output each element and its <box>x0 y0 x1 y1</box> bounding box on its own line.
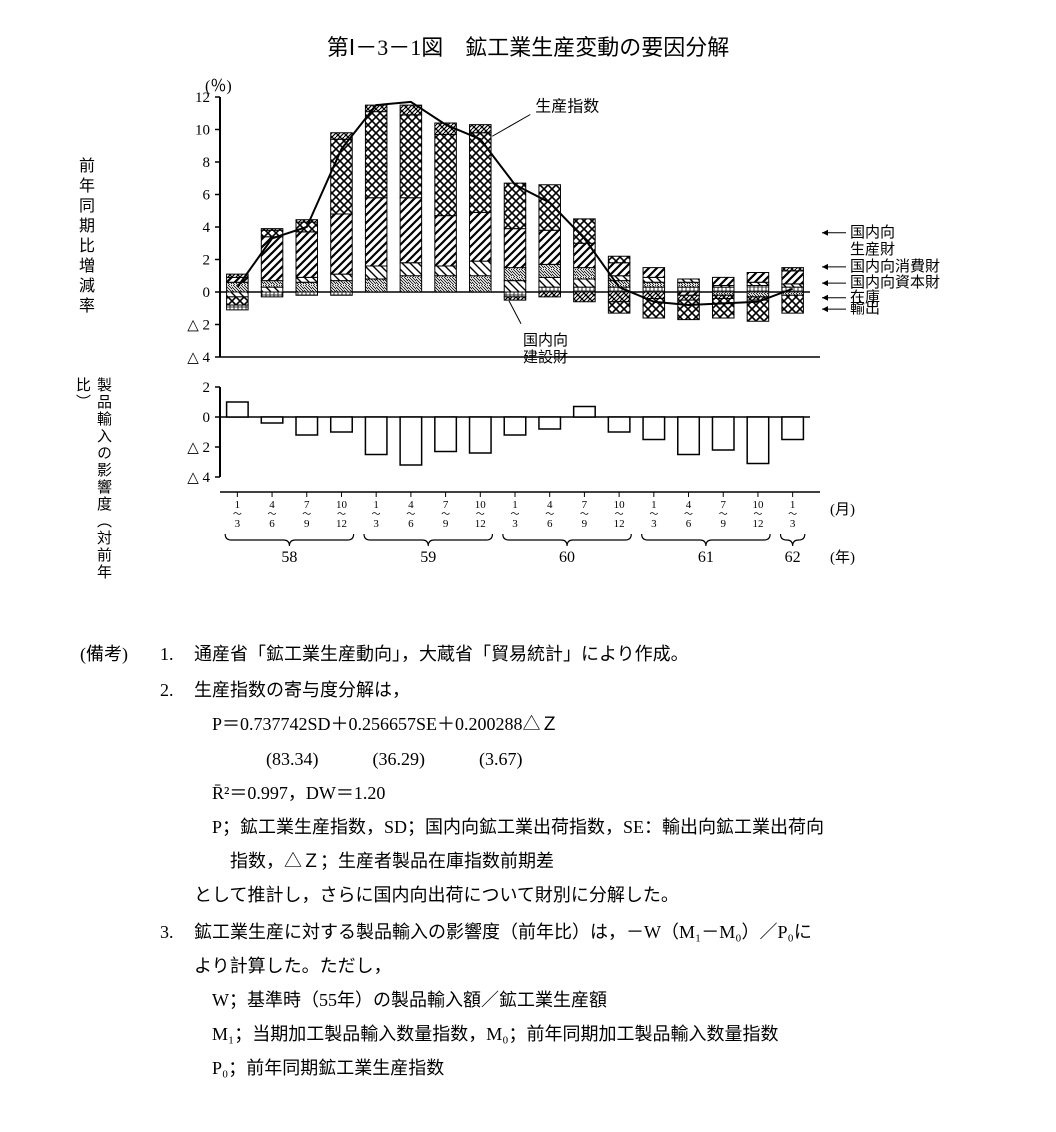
svg-text:(月): (月) <box>830 502 855 518</box>
svg-text:国内向消費財: 国内向消費財 <box>850 258 940 275</box>
svg-text:国内向資本財: 国内向資本財 <box>850 274 940 291</box>
svg-text:(年): (年) <box>830 549 855 566</box>
svg-text:国内向: 国内向 <box>523 332 568 349</box>
svg-text:6: 6 <box>686 518 692 530</box>
note-number: 3. <box>160 915 194 1086</box>
svg-text:6: 6 <box>408 518 414 530</box>
svg-text:4: 4 <box>203 220 211 236</box>
svg-text:9: 9 <box>304 518 310 530</box>
svg-text:3: 3 <box>235 518 241 530</box>
svg-text:9: 9 <box>582 518 588 530</box>
svg-text:0: 0 <box>203 285 211 301</box>
notes-section: (備考) 1.通産省「鉱工業生産動向」，大蔵省「貿易統計」により作成。2.生産指… <box>80 637 976 1087</box>
y-axis-label-main: 前年同期比増減率 <box>72 157 96 317</box>
svg-text:3: 3 <box>512 518 518 530</box>
svg-text:生産財: 生産財 <box>850 241 895 258</box>
svg-text:生産指数: 生産指数 <box>535 98 599 116</box>
svg-text:12: 12 <box>752 518 763 530</box>
svg-text:6: 6 <box>203 188 211 204</box>
note-text: 生産指数の寄与度分解は， P＝0.737742SD＋0.256657SE＋0.2… <box>194 673 976 912</box>
svg-text:10: 10 <box>195 123 210 139</box>
figure-title: 第Ⅰ－3－1図 鉱工業生産変動の要因分解 <box>20 30 1036 62</box>
svg-text:12: 12 <box>475 518 486 530</box>
note-text: 鉱工業生産に対する製品輸入の影響度（前年比）は，－W（M₁－M₀）／P₀により計… <box>194 915 976 1086</box>
svg-text:3: 3 <box>790 518 796 530</box>
svg-text:△ 4: △ 4 <box>187 470 210 486</box>
svg-text:9: 9 <box>443 518 449 530</box>
svg-text:59: 59 <box>420 549 436 566</box>
svg-text:6: 6 <box>547 518 553 530</box>
y-axis-label-sub: 製品輸入の影響度（対前年比） <box>72 377 114 597</box>
svg-text:建設財: 建設財 <box>523 349 568 366</box>
svg-text:9: 9 <box>720 518 726 530</box>
svg-text:国内向: 国内向 <box>850 224 895 241</box>
chart-svg: △ 4△ 2024681012生産指数国内向建設財国内向生産財国内向消費財国内向… <box>120 77 980 597</box>
svg-text:58: 58 <box>281 549 297 566</box>
note-text: 通産省「鉱工業生産動向」，大蔵省「貿易統計」により作成。 <box>194 637 976 671</box>
note-number: 2. <box>160 673 194 912</box>
notes-body: 1.通産省「鉱工業生産動向」，大蔵省「貿易統計」により作成。2.生産指数の寄与度… <box>160 637 976 1087</box>
svg-text:3: 3 <box>373 518 379 530</box>
svg-text:△ 4: △ 4 <box>187 350 210 366</box>
svg-text:61: 61 <box>698 549 714 566</box>
svg-text:12: 12 <box>336 518 347 530</box>
svg-text:輸出: 輸出 <box>850 300 880 317</box>
svg-text:2: 2 <box>203 380 211 396</box>
svg-text:3: 3 <box>651 518 657 530</box>
note-number: 1. <box>160 637 194 671</box>
svg-text:0: 0 <box>203 410 211 426</box>
svg-text:60: 60 <box>559 549 575 566</box>
svg-text:6: 6 <box>269 518 275 530</box>
chart-container: (％) 前年同期比増減率 製品輸入の影響度（対前年比） △ 4△ 2024681… <box>120 77 980 597</box>
svg-text:8: 8 <box>203 155 211 171</box>
svg-text:△ 2: △ 2 <box>187 318 210 334</box>
y-axis-unit: (％) <box>205 72 232 96</box>
svg-text:62: 62 <box>785 549 801 566</box>
svg-text:2: 2 <box>203 253 211 269</box>
svg-text:△ 2: △ 2 <box>187 440 210 456</box>
svg-text:12: 12 <box>614 518 625 530</box>
notes-label: (備考) <box>80 637 160 1087</box>
